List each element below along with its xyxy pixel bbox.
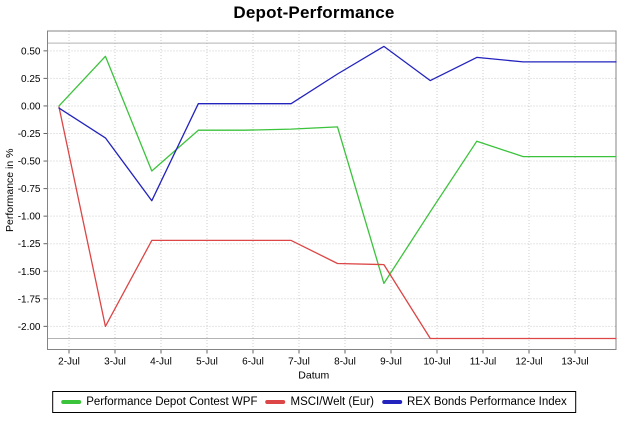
legend-label: REX Bonds Performance Index [406,396,567,408]
legend-swatch-icon [381,400,402,404]
y-tick-label: -1.00 [18,212,41,223]
series-line-0 [58,55,617,285]
y-tick-label: -1.50 [18,267,41,278]
x-tick-label: 6-Jul [242,357,264,368]
y-tick-label: 0.50 [21,46,41,57]
x-tick-label: 3-Jul [104,357,126,368]
x-tick-label: 10-Jul [423,357,450,368]
chart-title: Depot-Performance [233,3,395,22]
y-tick-label: -2.00 [18,322,41,333]
x-tick-label: 13-Jul [561,357,588,368]
y-tick-label: -0.75 [18,184,41,195]
x-tick-label: 4-Jul [150,357,172,368]
plot-area: 0.50 0.25 0.00 -0.25 -0.50 -0.75 -1.00 -1.25 -1.… [4,30,617,382]
legend-label: Performance Depot Contest WPF [86,396,258,408]
y-tick-label: 0.25 [21,74,41,85]
x-tick-label: 12-Jul [515,357,542,368]
legend-swatch-icon [61,400,82,404]
x-axis-title: Datum [298,370,329,382]
x-tick-label: 2-Jul [58,357,80,368]
y-tick-label: -1.75 [18,294,41,305]
series-line-1 [58,106,617,340]
legend-swatch-icon [265,400,286,404]
legend-label: MSCI/Welt (Eur) [290,396,374,408]
plot-border [47,30,617,350]
x-tick-label: 7-Jul [288,357,310,368]
legend-item: REX Bonds Performance Index [381,396,567,408]
y-tick-label: -0.50 [18,157,41,168]
x-tick-label: 5-Jul [196,357,218,368]
y-tick-label: -0.25 [18,129,41,140]
y-axis-title: Performance in % [4,149,16,232]
legend-item: Performance Depot Contest WPF [61,396,257,408]
series-line-2 [58,45,617,202]
x-tick-label: 11-Jul [470,357,497,368]
y-tick-label: -1.25 [18,239,41,250]
x-tick-label: 9-Jul [380,357,402,368]
legend: Performance Depot Contest WPF MSCI/Welt (… [52,391,576,413]
y-tick-label: 0.00 [21,101,41,112]
x-tick-label: 8-Jul [334,357,356,368]
legend-item: MSCI/Welt (Eur) [265,396,374,408]
